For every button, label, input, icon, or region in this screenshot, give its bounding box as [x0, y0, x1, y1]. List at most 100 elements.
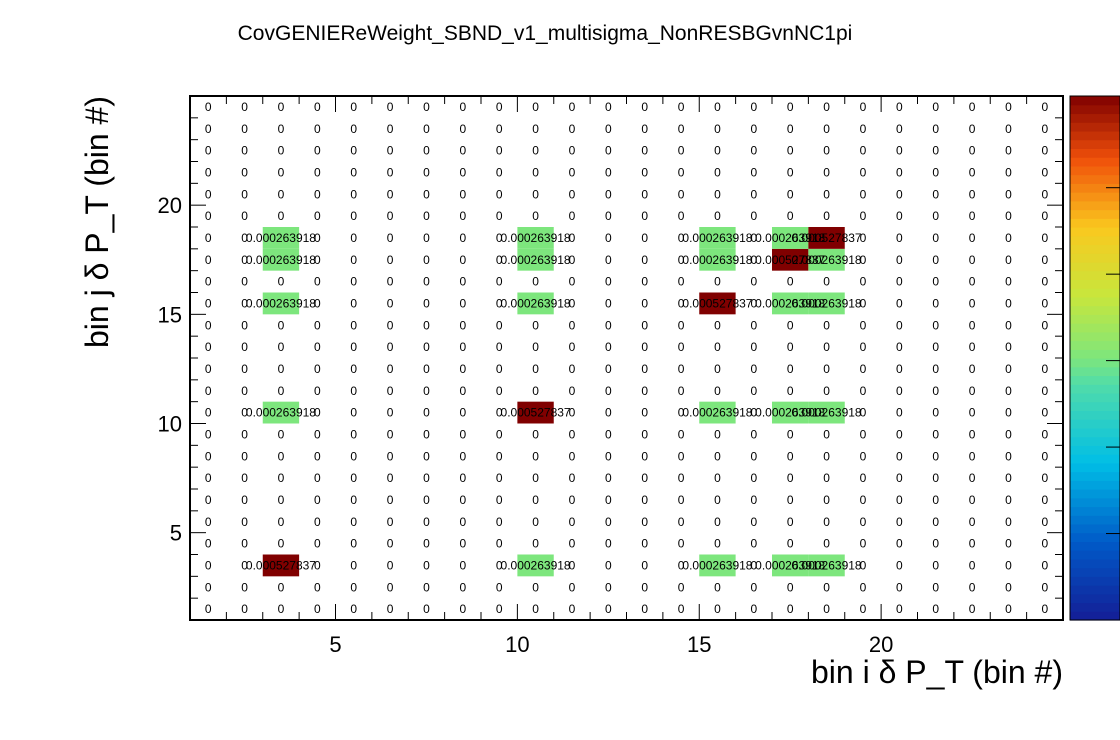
cell-value-label: 0	[496, 515, 503, 529]
color-bar-segment	[1070, 244, 1120, 254]
cell-value-label: 0	[205, 253, 212, 267]
cell-value-label: 0	[641, 471, 648, 485]
heatmap-cell	[808, 554, 845, 577]
color-bar-segment	[1070, 462, 1120, 473]
cell-value-label: 0	[896, 427, 903, 441]
cell-value-label: 0	[205, 318, 212, 332]
cell-value-label: 0	[678, 296, 685, 310]
cell-value-label: 0	[569, 231, 576, 245]
cell-value-label: 0	[860, 471, 867, 485]
cell-value-label: 0	[459, 449, 466, 463]
cell-value-label: 0	[569, 602, 576, 616]
cell-value-label: 0	[1005, 537, 1012, 551]
cell-value-label: 0	[750, 580, 757, 594]
cell-value-label: 0	[278, 515, 285, 529]
cell-value-label: 0	[714, 493, 721, 507]
cell-value-label: 0	[641, 253, 648, 267]
cell-value-label: 0	[750, 231, 757, 245]
cell-value-label: 0	[1005, 100, 1012, 114]
cell-value-label: 0	[1005, 340, 1012, 354]
cell-value-label: 0	[896, 209, 903, 223]
cell-value-label: 0	[896, 187, 903, 201]
cell-value-label: 0	[350, 580, 357, 594]
cell-value-label: 0	[569, 537, 576, 551]
x-tick-label: 20	[869, 632, 893, 657]
cell-value-label: 0	[896, 580, 903, 594]
cell-value-label: 0	[605, 144, 612, 158]
cell-value-label: 0	[532, 449, 539, 463]
cell-value-label: 0	[278, 275, 285, 289]
chart-title: CovGENIEReWeight_SBND_v1_multisigma_NonR…	[237, 22, 853, 45]
cell-value-label: 0	[750, 165, 757, 179]
cell-value-label: 0	[969, 537, 976, 551]
cell-value-label: 0	[605, 558, 612, 572]
heatmap-cell	[808, 401, 845, 424]
color-bar-segment	[1070, 410, 1120, 420]
cell-value-label: 0	[823, 602, 830, 616]
cell-value-label: 0	[205, 100, 212, 114]
cell-value-label: 0	[787, 493, 794, 507]
x-axis-label: bin i δ P_T (bin #)	[811, 654, 1063, 690]
cell-value-label: 0	[641, 449, 648, 463]
y-tick-label: 10	[158, 412, 182, 437]
cell-value-label: 0	[423, 100, 430, 114]
cell-value-label: 0	[387, 558, 394, 572]
cell-value-label: 0	[641, 296, 648, 310]
heatmap-cell	[517, 401, 554, 424]
cell-value-label: 0	[387, 602, 394, 616]
cell-value-label: 0	[641, 318, 648, 332]
cell-value-label: 0	[860, 253, 867, 267]
cell-value-label: 0	[969, 209, 976, 223]
cell-value-label: 0	[569, 187, 576, 201]
cell-value-label: 0	[423, 209, 430, 223]
cell-value-label: 0	[969, 144, 976, 158]
cell-value-label: 0	[459, 275, 466, 289]
cell-value-label: 0	[750, 471, 757, 485]
cell-value-label: 0	[823, 449, 830, 463]
cell-value-label: 0	[205, 384, 212, 398]
cell-value-label: 0	[387, 275, 394, 289]
cell-value-label: 0.000263918	[755, 406, 825, 420]
cell-value-label: 0	[896, 275, 903, 289]
cell-value-label: 0	[387, 187, 394, 201]
cell-value-label: 0	[823, 318, 830, 332]
cell-value-label: 0	[714, 209, 721, 223]
cell-value-label: 0	[969, 340, 976, 354]
cell-value-label: 0	[205, 493, 212, 507]
cell-value-label: 0	[678, 580, 685, 594]
cell-value-label: 0	[641, 558, 648, 572]
cell-value-label: 0	[750, 449, 757, 463]
cell-value-label: 0	[969, 122, 976, 136]
cell-value-label: 0	[387, 340, 394, 354]
cell-value-label: 0.000263918	[755, 231, 825, 245]
cell-value-label: 0	[387, 449, 394, 463]
color-bar-segment	[1070, 148, 1120, 158]
color-bar-frame	[1069, 95, 1120, 621]
cell-value-label: 0	[787, 515, 794, 529]
cell-value-label: 0	[969, 100, 976, 114]
cell-value-label: 0	[860, 100, 867, 114]
cell-value-label: 0	[641, 580, 648, 594]
cell-value-label: 0	[714, 122, 721, 136]
cell-value-label: 0	[605, 384, 612, 398]
cell-value-label: 0	[860, 318, 867, 332]
cell-value-label: 0	[969, 493, 976, 507]
cell-value-label: 0.000263918	[501, 231, 571, 245]
cell-value-label: 0	[496, 165, 503, 179]
color-bar-segment	[1070, 314, 1120, 324]
cell-value-label: 0	[278, 602, 285, 616]
color-bar-segment	[1070, 392, 1120, 403]
cell-value-label: 0	[823, 100, 830, 114]
cell-value-label: 0	[787, 340, 794, 354]
cell-value-label: 0.000263918	[792, 558, 862, 572]
cell-value-label: 0	[532, 318, 539, 332]
cell-value-label: 0	[241, 537, 248, 551]
cell-value-label: 0	[423, 362, 430, 376]
cell-value-label: 0	[278, 384, 285, 398]
cell-value-label: 0	[605, 187, 612, 201]
cell-value-label: 0	[969, 362, 976, 376]
cell-value-label: 0	[823, 537, 830, 551]
heatmap-cell	[772, 554, 809, 577]
color-bar-segment	[1070, 401, 1120, 411]
cell-value-label: 0	[1005, 187, 1012, 201]
